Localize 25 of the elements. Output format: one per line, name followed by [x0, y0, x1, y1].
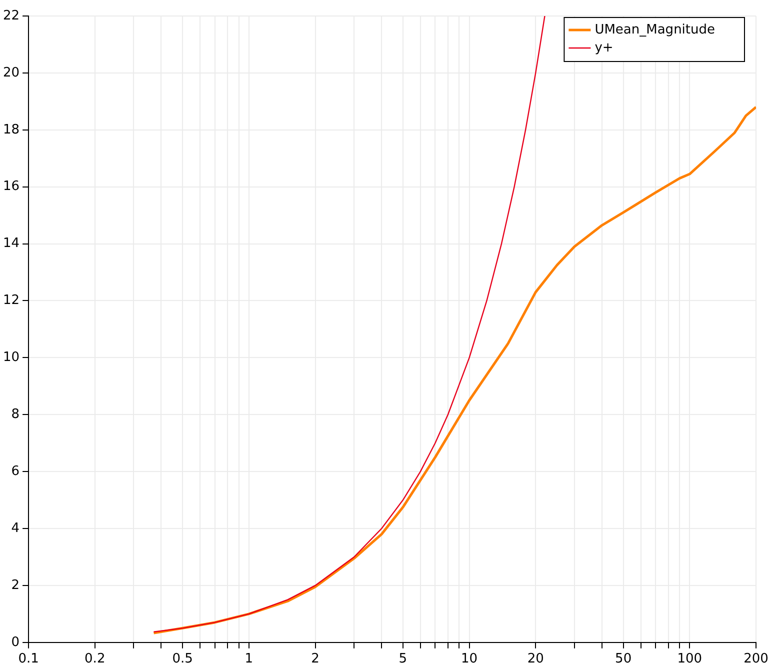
legend-label: y+ [594, 40, 614, 56]
x-tick-label: 100 [677, 652, 702, 667]
x-tick-label: 5 [398, 652, 408, 667]
y-tick-label: 10 [2, 350, 20, 366]
legend-label: UMean_Magnitude [594, 22, 716, 38]
y-tick-label: 2 [11, 578, 20, 593]
y-tick-label: 16 [2, 179, 20, 194]
x-tick-label: 2 [311, 652, 320, 667]
y-tick-label: 8 [11, 406, 20, 422]
y-tick-label: 6 [11, 464, 20, 479]
y-tick-label: 22 [2, 8, 20, 24]
y-tick-label: 4 [11, 520, 20, 536]
y-tick-label: 12 [2, 293, 20, 308]
x-tick-label: 0.1 [18, 652, 39, 667]
x-tick-label: 0.2 [84, 652, 106, 667]
y-tick-label: 20 [2, 65, 20, 80]
x-tick-label: 10 [461, 652, 478, 667]
x-tick-label: 1 [244, 652, 254, 667]
x-tick-label: 20 [527, 652, 544, 667]
x-tick-label: 50 [615, 652, 632, 667]
y-tick-label: 14 [2, 236, 20, 252]
x-tick-label: 0.5 [172, 652, 193, 667]
y-tick-label: 18 [2, 122, 20, 138]
x-tick-label: 200 [744, 652, 768, 667]
y-tick-label: 0 [11, 634, 20, 650]
